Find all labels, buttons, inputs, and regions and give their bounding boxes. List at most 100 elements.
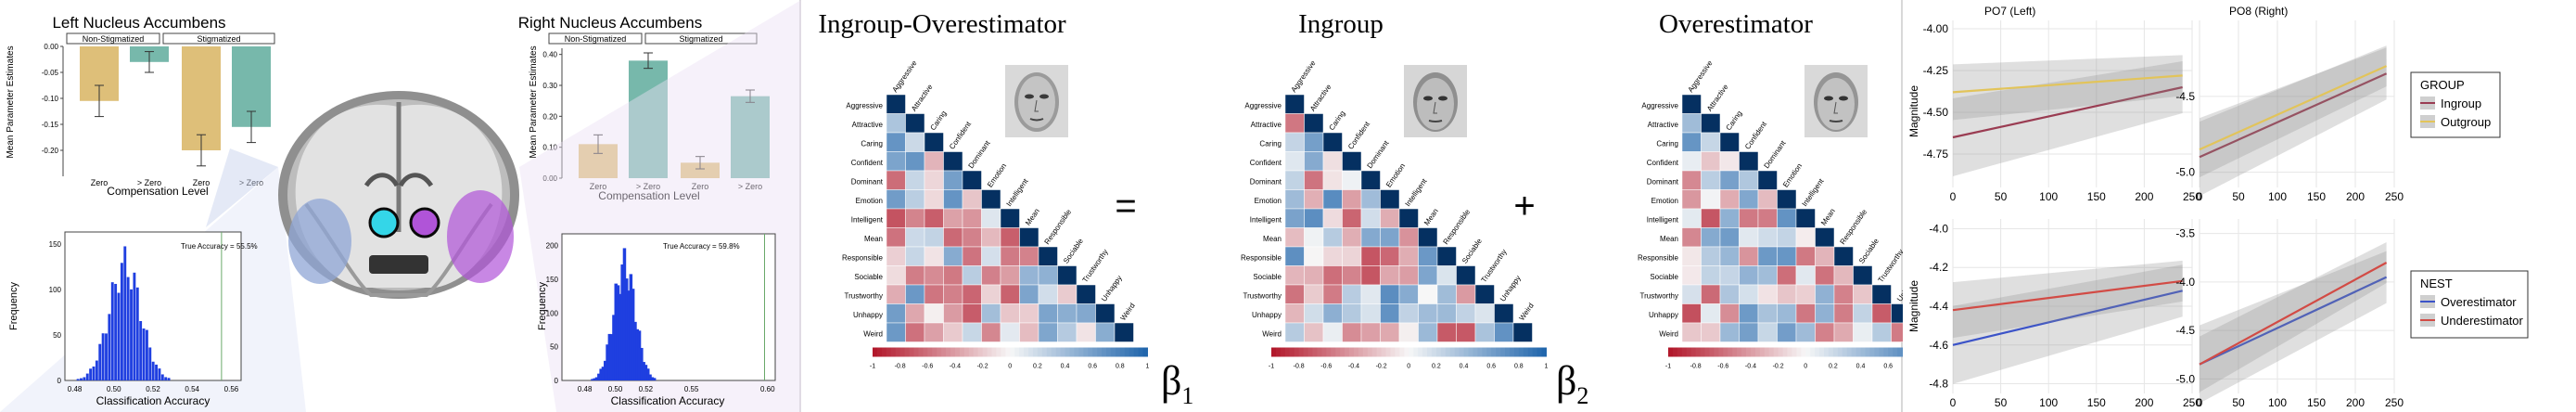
matrix-cell xyxy=(1719,322,1740,342)
bar-y-tick-label: -0.15 xyxy=(42,121,59,129)
bar-y-tick-label: 0.30 xyxy=(542,82,557,90)
matrix-cell xyxy=(1739,170,1759,190)
matrix-row-label: Aggressive xyxy=(846,101,883,109)
matrix-cell xyxy=(1284,265,1305,286)
hist-x-tick-label: 0.54 xyxy=(185,385,199,393)
matrix-cell xyxy=(1284,322,1305,342)
colorbar-segment xyxy=(923,347,928,357)
colorbar-segment xyxy=(1353,347,1359,357)
left-true-accuracy: True Accuracy = 55.5% xyxy=(181,242,258,251)
bottom-ylabel: Magnitude xyxy=(1907,280,1920,332)
hist-bin xyxy=(126,277,130,380)
erp-x-tick-label: 0 xyxy=(1950,190,1957,203)
hist-y-tick-label: 100 xyxy=(49,286,62,294)
hist-bin xyxy=(633,321,637,380)
colorbar-segment xyxy=(1358,347,1364,357)
hist-x-tick-label: 0.50 xyxy=(107,385,121,393)
hist-bin xyxy=(652,378,657,380)
colorbar-segment xyxy=(1518,347,1524,357)
matrix-cell xyxy=(943,322,963,342)
left-nacc-roi xyxy=(368,207,400,238)
colorbar-tick-label: -0.4 xyxy=(950,364,961,370)
colorbar-segment xyxy=(1832,347,1839,357)
matrix-cell xyxy=(1304,265,1324,286)
matrix-row-label: Sociable xyxy=(1650,273,1678,281)
matrix-cell xyxy=(1681,322,1702,342)
matrix-cell xyxy=(943,208,963,228)
right-temporal-roi xyxy=(447,190,514,283)
matrix-row-label: Attractive xyxy=(852,121,884,129)
colorbar-segment xyxy=(1509,347,1515,357)
colorbar-segment xyxy=(1737,347,1742,357)
legend-group-title: GROUP xyxy=(2420,78,2465,92)
matrix-cell xyxy=(1418,284,1438,304)
matrix-cell xyxy=(962,227,982,248)
matrix-cell xyxy=(1000,284,1020,304)
colorbar-segment xyxy=(1837,347,1843,357)
beta2-symbol: β2 xyxy=(1556,358,1588,409)
right-hist-ylabel: Frequency xyxy=(537,282,548,330)
matrix-cell xyxy=(1512,322,1533,342)
colorbar-segment xyxy=(1768,347,1775,357)
matrix-cell xyxy=(1701,227,1721,248)
matrix-cell xyxy=(1815,322,1835,342)
matrix-cell xyxy=(1681,151,1702,172)
colorbar-segment xyxy=(886,347,892,357)
matrix-diag-label: Aggressive xyxy=(1687,58,1715,94)
matrix-cell xyxy=(1681,227,1702,248)
matrix-diag-label: Trustworthy xyxy=(1081,248,1110,284)
matrix-cell xyxy=(886,322,906,342)
matrix-cell xyxy=(1304,208,1324,228)
hist-bin xyxy=(95,360,98,380)
bar-y-tick-label: -0.10 xyxy=(42,95,59,103)
matrix-cell xyxy=(1681,303,1702,324)
colorbar-segment xyxy=(982,347,988,357)
colorbar-tick-label: -0.6 xyxy=(1320,364,1332,370)
matrix-cell xyxy=(1038,265,1058,286)
matrix-cell xyxy=(886,113,906,134)
matrix-cell xyxy=(1871,322,1892,342)
hist-bin xyxy=(76,379,80,380)
matrix-cell xyxy=(962,322,982,342)
hist-bin xyxy=(594,377,599,380)
erp-y-tick-label: -4.0 xyxy=(1929,222,1948,235)
matrix-cell xyxy=(962,303,982,324)
hist-bin xyxy=(135,287,139,380)
matrix-cell xyxy=(943,170,963,190)
erp-x-tick-label: 150 xyxy=(2087,396,2106,409)
hist-x-tick-label: 0.52 xyxy=(639,385,654,393)
hist-bin xyxy=(145,329,148,380)
matrix-cell xyxy=(1398,227,1419,248)
bar xyxy=(731,96,770,178)
matrix-diag-label: Caring xyxy=(1725,109,1744,132)
matrix-cell xyxy=(1436,303,1457,324)
confidence-band xyxy=(2200,242,2387,393)
matrix-cell xyxy=(1418,322,1438,342)
colorbar-segment xyxy=(1723,347,1728,357)
erp-x-tick-label: 100 xyxy=(2039,190,2058,203)
matrix-row-label: Aggressive xyxy=(1244,101,1282,109)
colorbar-segment xyxy=(1732,347,1738,357)
colorbar-segment xyxy=(1541,347,1547,357)
colorbar-tick-label: -0.4 xyxy=(1348,364,1359,370)
matrix-cell xyxy=(1360,265,1381,286)
left-hist-xlabel: Classification Accuracy xyxy=(96,394,210,407)
plus-sign: + xyxy=(1513,186,1535,226)
matrix-diag-label: Dominant xyxy=(967,138,992,170)
colorbar-segment xyxy=(991,347,997,357)
colorbar-segment xyxy=(1888,347,1894,357)
hist-bin xyxy=(110,282,114,380)
colorbar-tick-label: 0 xyxy=(1407,364,1410,370)
colorbar-segment xyxy=(1124,347,1130,357)
erp-panel-svg: PO7 (Left) PO8 (Right) Magnitude Magnitu… xyxy=(1907,5,2529,409)
matrix-diag-label: Confident xyxy=(948,120,973,151)
matrix-diag-label: Weird xyxy=(1119,302,1137,322)
matrix-diag-label: Dominant xyxy=(1763,138,1788,170)
matrix-cell xyxy=(1757,170,1778,190)
matrix-cell xyxy=(1815,303,1835,324)
right-bar-ylabel: Mean Parameter Estimates xyxy=(529,45,539,158)
matrix-row-label: Trustworthy xyxy=(1243,291,1282,300)
matrix-cell xyxy=(1019,265,1039,286)
matrix-row-label: Emotion xyxy=(1255,197,1282,205)
